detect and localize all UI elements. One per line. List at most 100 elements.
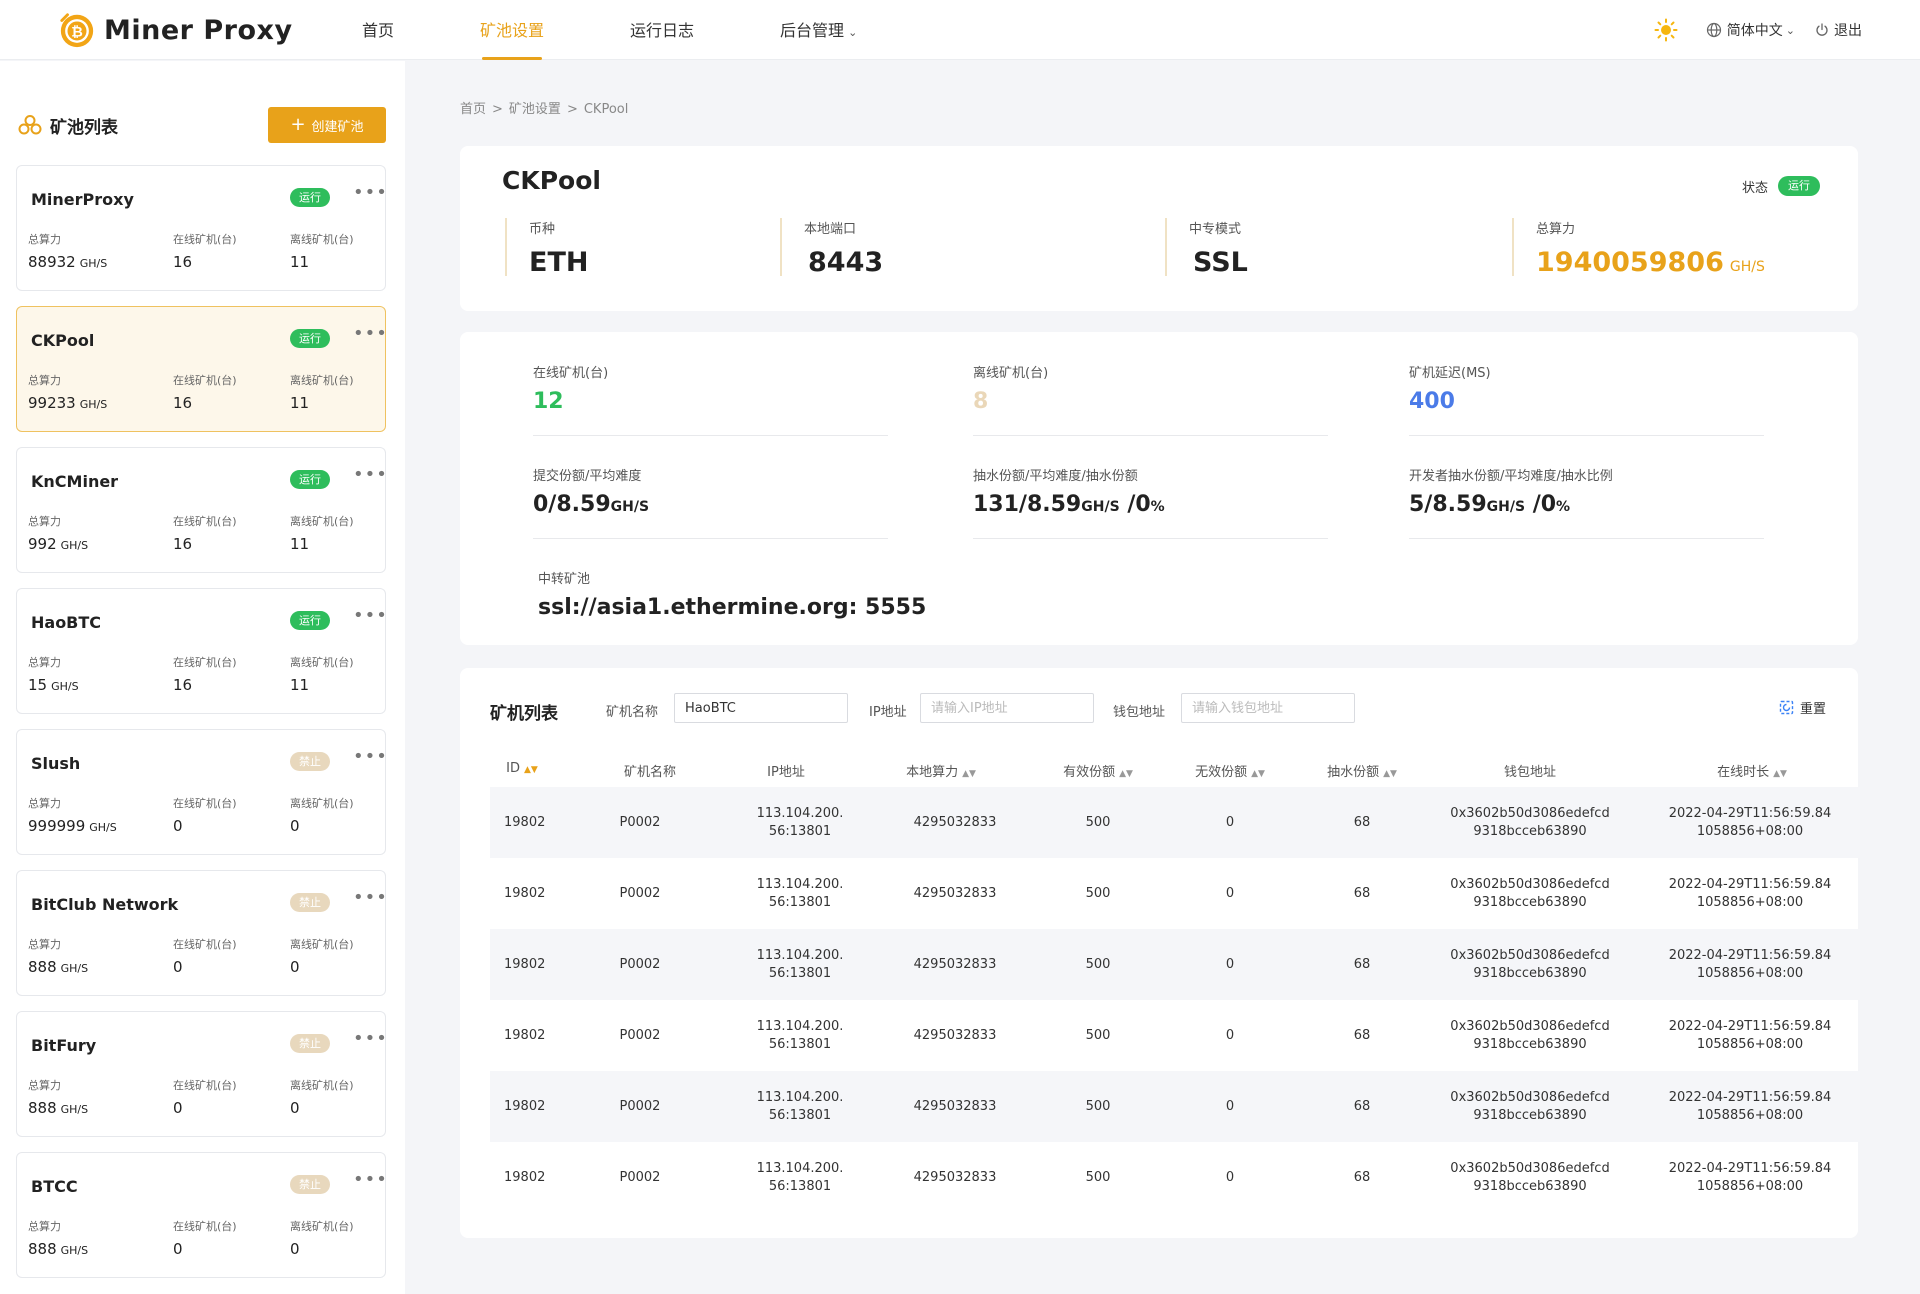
pool-card-hashrate-number: 88932 [28,253,76,271]
breadcrumb-home[interactable]: 首页 [460,102,487,117]
wallet-line: 0x3602b50d3086edefcd [1450,805,1610,821]
nav-pool-settings[interactable]: 矿池设置 [448,0,576,60]
wallet-line: 0x3602b50d3086edefcd [1450,947,1610,963]
pool-card[interactable]: BitClub Network 禁止 ••• 总算力 888 GH/S 在线矿机(台) 0 离线… [16,870,388,996]
table-row[interactable]: 19802 P0002 113.104.200. 56:13801 4295032833… [490,1000,1860,1071]
wallet-line: 0x3602b50d3086edefcd [1450,1018,1610,1034]
pool-sidebar: 矿池列表 + 创建矿池 MinerProxy 运行 ••• 总算力 88932 GH/S 在… [0,61,405,1294]
nav-run-logs[interactable]: 运行日志 [598,0,726,60]
nav-home[interactable]: 首页 [330,0,426,60]
pool-card-offline: 离线矿机(台) 11 [290,372,354,412]
more-options-icon[interactable]: ••• [353,1028,388,1049]
breadcrumb-pool-settings[interactable]: 矿池设置 [508,102,561,117]
pool-card-online-value: 16 [173,394,193,412]
nav-admin[interactable]: 后台管理 ⌄ [748,0,889,60]
relay-pool: 中转矿池 ssl://asia1.ethermine.org: 5555 [538,568,926,620]
pool-card-status-badge: 禁止 [290,752,330,771]
pool-card[interactable]: Slush 禁止 ••• 总算力 999999 GH/S 在线矿机(台) 0 离线矿机(台) 0 [16,729,388,855]
table-row[interactable]: 19802 P0002 113.104.200. 56:13801 4295032833… [490,1142,1860,1213]
more-options-icon[interactable]: ••• [353,1169,388,1190]
sun-icon[interactable] [1654,18,1678,42]
cell-wallet: 0x3602b50d3086edefcd 9318bcceb63890 [1425,1000,1635,1071]
logout-button[interactable]: 退出 [1815,20,1862,40]
more-options-icon[interactable]: ••• [353,182,388,203]
pool-card-status-badge: 运行 [290,470,330,489]
pool-card-offline-value: 0 [290,1240,300,1258]
filter-ip-input[interactable] [920,693,1094,723]
cell-text: 4295032833 [913,885,997,901]
more-options-icon[interactable]: ••• [353,746,388,767]
col-header-ip-label: IP地址 [767,765,805,780]
table-row[interactable]: 19802 P0002 113.104.200. 56:13801 4295032833… [490,787,1860,858]
port-info: 本地端口 8443 [780,218,883,278]
pool-card[interactable]: BitFury 禁止 ••• 总算力 888 GH/S 在线矿机(台) 0 离线矿机(台) 0 [16,1011,388,1137]
brand-logo[interactable]: ₿ Miner Proxy [58,10,293,50]
uptime-line: 1058856+08:00 [1696,1036,1804,1052]
pool-card-hashrate-value: 888 GH/S [28,1099,88,1117]
cell-id: 19802 [490,787,550,858]
uptime-line: 1058856+08:00 [1696,1178,1804,1194]
cell-text: P0002 [619,1169,661,1185]
cell-time: 2022-04-29T11:56:59.84 1058856+08:00 [1650,1000,1850,1071]
pool-list-title: 矿池列表 [50,117,118,138]
port-label: 本地端口 [804,222,857,237]
filter-name-input[interactable] [674,693,848,723]
filter-wallet-input[interactable] [1181,693,1355,723]
table-row[interactable]: 19802 P0002 113.104.200. 56:13801 4295032833… [490,858,1860,929]
pool-card[interactable]: KnCMiner 运行 ••• 总算力 992 GH/S 在线矿机(台) 16 离线矿机(台) 1… [16,447,388,573]
ip-line: 113.104.200. [756,876,844,892]
submit-share-stat: 提交份额/平均难度 0/8.59GH/S [533,465,888,539]
nav-admin-label: 后台管理 [780,21,845,40]
sort-icon: ▲▼ [962,769,976,779]
cell-id: 19802 [490,858,550,929]
col-header-uptime[interactable]: 在线时长 ▲▼ [1652,761,1852,780]
pool-card-hashrate-value: 888 GH/S [28,958,88,976]
col-header-valid[interactable]: 有效份额 ▲▼ [1038,761,1158,780]
col-header-id[interactable]: ID ▲▼ [492,761,552,776]
more-options-icon[interactable]: ••• [353,605,388,626]
cell-text: P0002 [619,1027,661,1043]
cell-text: 500 [1085,1027,1111,1043]
offline-miners-label: 离线矿机(台) [973,366,1049,381]
col-header-invalid[interactable]: 无效份额 ▲▼ [1170,761,1290,780]
more-options-icon[interactable]: ••• [353,464,388,485]
ip-line: 113.104.200. [756,1160,844,1176]
ip-line: 56:13801 [768,965,832,981]
pool-card-online: 在线矿机(台) 16 [173,372,237,412]
table-row[interactable]: 19802 P0002 113.104.200. 56:13801 4295032833… [490,1071,1860,1142]
pool-card-hashrate-number: 999999 [28,817,86,835]
language-select[interactable]: 简体中文 ⌄ [1706,20,1795,40]
dev-share-label: 开发者抽水份额/平均难度/抽水比例 [1409,469,1613,484]
pool-card-online: 在线矿机(台) 16 [173,231,237,271]
pool-card[interactable]: HaoBTC 运行 ••• 总算力 15 GH/S 在线矿机(台) 16 离线矿机(台) 11 [16,588,388,714]
more-options-icon[interactable]: ••• [353,323,388,344]
cell-text: 68 [1353,1169,1371,1185]
pool-card[interactable]: MinerProxy 运行 ••• 总算力 88932 GH/S 在线矿机(台) 16 离线矿机… [16,165,388,291]
col-header-valid-label: 有效份额 [1063,765,1116,780]
pool-card-online-value: 16 [173,535,193,553]
hashrate-label: 总算力 [1536,222,1576,237]
pool-card[interactable]: CKPool 运行 ••• 总算力 99233 GH/S 在线矿机(台) 16 离线矿机(台) 1… [16,306,388,432]
table-row[interactable]: 19802 P0002 113.104.200. 56:13801 4295032833… [490,929,1860,1000]
hashrate-value: 1940059806 GH/S [1536,247,1765,278]
pool-card-hashrate-value: 992 GH/S [28,535,88,553]
cell-text: 500 [1085,814,1111,830]
more-options-icon[interactable]: ••• [353,887,388,908]
ip-line: 56:13801 [768,894,832,910]
ip-line: 113.104.200. [756,1018,844,1034]
pool-card[interactable]: BTCC 禁止 ••• 总算力 888 GH/S 在线矿机(台) 0 离线矿机(台) 0 [16,1152,388,1278]
wallet-line: 9318bcceb63890 [1473,1178,1587,1194]
col-header-hashrate[interactable]: 本地算力 ▲▼ [866,761,1016,780]
hashrate-info: 总算力 1940059806 GH/S [1512,218,1765,278]
cell-text: 68 [1353,814,1371,830]
pool-card-online-value: 16 [173,676,193,694]
create-pool-button[interactable]: + 创建矿池 [268,107,386,143]
pool-card-hashrate-unit: GH/S [89,821,117,834]
cell-text: 4295032833 [913,1027,997,1043]
reset-button[interactable]: 重置 [1779,698,1826,717]
pool-card-hashrate-unit: GH/S [60,962,89,975]
pool-card-hashrate: 总算力 99233 GH/S [28,372,107,412]
cell-id: 19802 [490,1142,550,1213]
col-header-pump[interactable]: 抽水份额 ▲▼ [1302,761,1422,780]
cell-pump: 68 [1302,1142,1422,1213]
